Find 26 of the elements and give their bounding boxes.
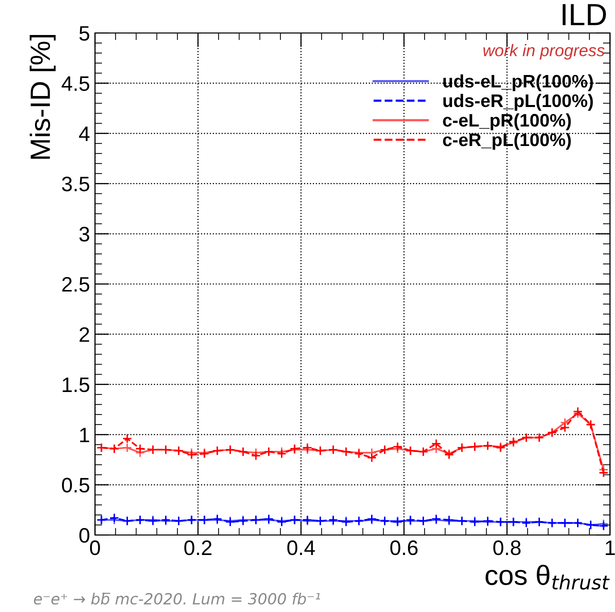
legend-label: c-eL_pR(100%) [442,113,571,130]
x-tick-label: 0 [90,540,100,556]
x-tick-label: 0.4 [287,540,315,556]
legend-label: uds-eR_pL(100%) [443,94,593,111]
y-tick-label: 4 [79,126,90,141]
legend-label: uds-eL_pR(100%) [443,74,593,92]
x-tick-label: 0.6 [390,540,418,556]
y-tick-label: 3 [79,226,90,242]
text: e⁻e⁺ → bb̅ mc-2020. Lum = 3000 fb⁻¹ [34,592,320,605]
x-tick-label: 1 [606,540,615,555]
legend-label: c-eR_pL(100%) [442,132,571,150]
y-tick-label: 2 [80,327,90,342]
text: ILD [562,4,606,26]
annotation: work in progress [483,44,605,60]
y-tick-label: 3.5 [62,176,90,192]
y-tick-label: 1 [80,428,90,442]
y-axis-title: Mis-ID [%] [30,34,56,159]
x-tick-label: 0.8 [493,540,521,556]
y-tick-label: 4.5 [62,76,90,91]
y-tick-label: 0 [79,528,90,543]
y-tick-label: 2.5 [62,277,90,292]
x-axis-title: cos θ$_{thrust}$ [486,564,610,590]
y-tick-label: 5 [79,26,90,41]
y-tick-label: 0.5 [62,478,90,493]
x-tick-label: 0.2 [184,540,212,556]
y-tick-label: 1.5 [62,378,90,392]
